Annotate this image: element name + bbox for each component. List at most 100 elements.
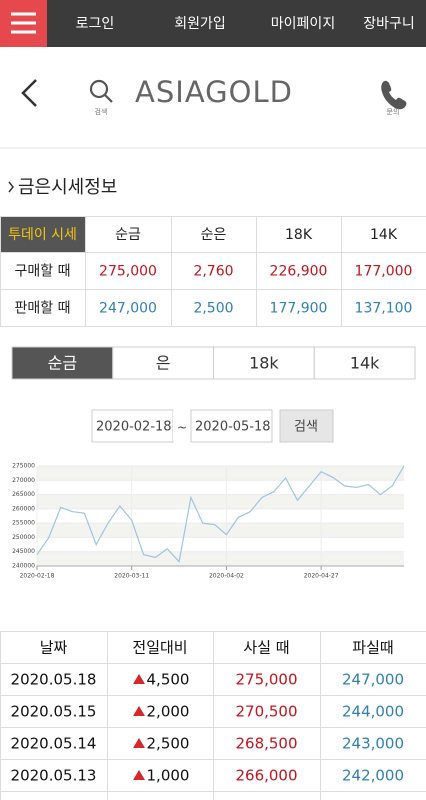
table-cell: [341, 289, 426, 327]
grid-band: [37, 494, 404, 509]
table-value: 275,000: [99, 264, 157, 280]
table-cell: [320, 727, 426, 760]
table-value: 3,500: [147, 799, 190, 800]
table-cell: [107, 631, 214, 664]
table-value: 247,000: [99, 301, 157, 317]
table-header: 사실 때: [243, 639, 289, 657]
table-value: 2020.05.18: [11, 671, 97, 689]
chevron: [8, 181, 14, 193]
search-submit[interactable]: [279, 409, 334, 443]
table-cell: [320, 791, 426, 800]
table-cell: [320, 663, 426, 696]
table-cell: [0, 695, 108, 728]
table-value: 177,000: [355, 264, 413, 280]
table-header: 18K: [285, 227, 313, 243]
tab[interactable]: [112, 346, 214, 380]
table-header: 날짜: [40, 639, 68, 657]
x-tick-label: 2020-03-11: [114, 573, 149, 580]
tab-label: 은: [156, 354, 171, 373]
search-button[interactable]: [89, 79, 113, 103]
y-tick-label: 240000: [12, 563, 35, 570]
table-header: 14K: [370, 227, 398, 243]
logo[interactable]: ASIAGOLD: [135, 75, 293, 109]
table-value: 2020.05.14: [11, 735, 97, 753]
table-header: 순은: [201, 227, 227, 243]
table-header: 순금: [115, 227, 141, 243]
table-value: 270,500: [235, 703, 297, 721]
table-value: 247,000: [342, 671, 404, 689]
table-value: 177,900: [270, 301, 328, 317]
date-from: 2020-02-18: [96, 420, 172, 435]
section-title: 금은시세정보: [18, 177, 117, 198]
table-cell: [213, 791, 321, 800]
nav-item[interactable]: 장바구니: [363, 16, 415, 32]
table-value: 2020.05.13: [11, 767, 97, 785]
table-value: 242,000: [342, 767, 404, 785]
input-mask: [272, 411, 280, 441]
table-value: 266,000: [235, 767, 297, 785]
table-value: 137,100: [355, 301, 413, 317]
x-tick-label: 2020-04-02: [209, 573, 244, 580]
top-bar: [0, 0, 426, 47]
back-button[interactable]: [21, 79, 37, 107]
table-header: 파실때: [352, 639, 393, 657]
table-value: 243,000: [342, 735, 404, 753]
contact-label: 문의: [387, 107, 400, 116]
x-tick-label: 2020-02-18: [20, 573, 55, 580]
table-header: 투데이 시세: [8, 227, 77, 243]
tab-label: 18k: [249, 354, 279, 373]
y-tick-label: 270000: [12, 477, 35, 484]
nav-item[interactable]: 회원가입: [174, 16, 226, 32]
search-button-label: 검색: [294, 420, 318, 435]
table-cell: [213, 663, 321, 696]
x-tick-label: 2020-04-27: [304, 573, 339, 580]
phone-icon[interactable]: [381, 80, 407, 110]
table-value: 2020.05.12: [11, 799, 97, 800]
date-to: 2020-05-18: [195, 420, 271, 435]
table-value: 265,000: [235, 799, 297, 800]
table-cell: [213, 727, 321, 760]
up-arrow: [133, 770, 145, 780]
nav-item[interactable]: 마이페이지: [271, 16, 335, 32]
table-cell: [320, 695, 426, 728]
price-line: [36, 465, 405, 564]
tab[interactable]: [11, 346, 114, 380]
table-value: 2,760: [193, 264, 233, 280]
table-cell: [107, 791, 214, 800]
grid-band: [37, 551, 404, 566]
table-value: 2020.05.15: [11, 703, 97, 721]
up-arrow: [133, 706, 145, 716]
nav-item[interactable]: 로그인: [76, 16, 115, 32]
table-value: 244,000: [342, 703, 404, 721]
table-value: 226,900: [270, 264, 328, 280]
search-label: 검색: [95, 107, 108, 116]
table-value: 1,000: [147, 767, 190, 785]
table-value: 241,000: [342, 799, 404, 800]
tab[interactable]: [213, 346, 315, 380]
table-value: 268,500: [235, 735, 297, 753]
menu-icon: [11, 12, 36, 34]
table-cell: [213, 759, 321, 792]
table-value: 4,500: [147, 671, 190, 689]
input-mask: [173, 411, 190, 441]
table-cell: [171, 289, 257, 327]
y-tick-label: 275000: [12, 463, 35, 470]
table-cell: [341, 252, 426, 290]
tab[interactable]: [313, 346, 416, 380]
table-value: 2,500: [147, 735, 190, 753]
y-tick-label: 245000: [12, 548, 35, 555]
table-cell: [0, 791, 108, 800]
table-header: 전일대비: [132, 639, 187, 657]
table-cell: [256, 216, 342, 253]
table-cell: [213, 695, 321, 728]
table-value: 2,000: [147, 703, 190, 721]
tab-label: 순금: [48, 354, 77, 373]
table-cell: [0, 759, 108, 792]
tab-label: 14k: [350, 354, 380, 373]
y-tick-label: 250000: [12, 534, 35, 541]
table-value: 2,500: [193, 301, 233, 317]
table-value: 275,000: [235, 671, 297, 689]
date-to-input[interactable]: [190, 409, 273, 443]
